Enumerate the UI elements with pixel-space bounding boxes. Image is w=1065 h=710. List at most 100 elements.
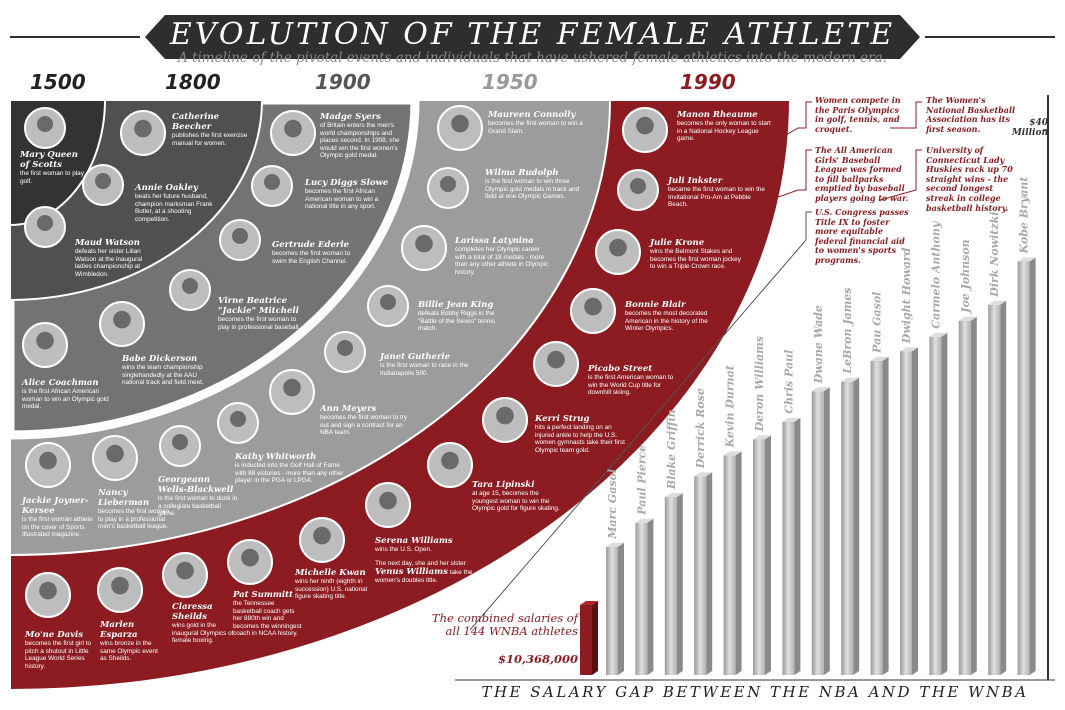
bar-side (706, 472, 713, 675)
athlete-description: becomes the first woman to play in profe… (218, 316, 301, 331)
athlete-description: completes her Olympic career with a tota… (455, 246, 549, 276)
photo-figure (134, 119, 152, 138)
entry: Janet Gutherie is the first woman to race… (380, 352, 470, 377)
entry: Picabo Street is the first American woman… (588, 364, 678, 397)
athlete-name: Billie Jean King (418, 300, 494, 310)
bar-label: Deron Williams (753, 336, 766, 432)
bar-top (958, 316, 977, 321)
bar (580, 604, 592, 675)
bar-side (794, 417, 801, 675)
bar-side (1000, 300, 1007, 675)
athlete-name: Kerri Strug (535, 414, 590, 424)
photo-figure (37, 215, 53, 231)
athlete-name: Pat Summitt (233, 590, 293, 600)
entry: Larissa Latynina completes her Olympic ca… (455, 236, 550, 276)
photo-figure (176, 561, 194, 580)
bar-top (1017, 257, 1036, 262)
title-banner (145, 15, 920, 59)
athlete-description: wins bronze in the same Olympic event as… (100, 640, 158, 663)
athlete-description: publishes the first exercise manual for … (172, 132, 248, 147)
era-label: 1950 (482, 70, 538, 94)
athlete-name: Georgeann Wells-Blackwell (158, 475, 234, 495)
bar (664, 497, 677, 675)
athlete-description: becomes the only woman to start in a Nat… (677, 120, 771, 143)
athlete-name: Marlen Esparza (100, 620, 138, 640)
athlete-description: wins the team championship singlehandedl… (122, 364, 204, 387)
bar-label: Joe Johnson (959, 239, 972, 314)
photo-figure (380, 294, 396, 310)
athlete-name: Lucy Diggs Slowe (305, 178, 389, 188)
bar-side (912, 347, 918, 675)
entry: Kathy Whitworth is inducted into the Golf… (235, 452, 345, 485)
photo-figure (172, 434, 188, 450)
athlete-name: Maureen Connolly (488, 110, 576, 120)
bar-top (988, 300, 1007, 305)
entry: Julie Krone wins the Belmont Stakes and b… (650, 238, 745, 271)
athlete-name: Madge Syers (320, 112, 381, 122)
wnba-label: The combined salaries of all 144 WNBA at… (431, 611, 578, 638)
photo-figure (415, 234, 433, 253)
bar-top (723, 451, 742, 456)
entry: Virne Beatrice "Jackie" Mitchell becomes … (218, 296, 308, 331)
athlete-name: Mary Queen of Scotts (20, 150, 78, 170)
athlete-description: becomes the first woman to try out and s… (320, 414, 408, 437)
entry: Alice Coachman is the first African Ameri… (22, 378, 112, 411)
athlete-name: Bonnie Blair (625, 300, 686, 310)
photo-figure (547, 350, 565, 369)
bar-top (635, 518, 654, 523)
entry: Manon Rheaume becomes the only woman to s… (677, 110, 772, 143)
entry: Catherine Beecher publishes the first exe… (172, 112, 252, 147)
photo-figure (440, 176, 456, 192)
bar-top (929, 332, 948, 337)
bar-side (882, 356, 889, 675)
athlete-name: Gertrude Ederle (272, 240, 349, 250)
photo-figure (95, 173, 111, 189)
athlete-name: Julie Krone (650, 238, 705, 248)
bar (870, 360, 883, 675)
bar-label: Pau Gasol (871, 292, 884, 354)
photo-figure (313, 526, 331, 545)
photo-figure (284, 119, 302, 138)
entry: Jackie Joyner-Kersee is the first woman a… (22, 496, 97, 539)
entry: Ann Meyers becomes the first woman to try… (320, 404, 410, 437)
entry: Wilma Rudolph is the first woman to win t… (485, 168, 580, 201)
bar (841, 381, 854, 675)
athlete-name: Tara Lipinski (472, 480, 535, 490)
note-bracket (759, 101, 812, 151)
athlete-description: beats her future husband, champion marks… (135, 193, 213, 223)
athlete-name: Michelle Kwan (295, 568, 366, 578)
athlete-description: The next day, she and her sister (375, 559, 466, 567)
bar-label: Kobe Bryant (1018, 177, 1031, 255)
athlete-name: Jackie Joyner-Kersee (22, 496, 89, 516)
entry: Maureen Connolly becomes the first woman … (488, 110, 583, 135)
photo-figure (609, 238, 627, 257)
photo-figure (337, 340, 353, 356)
athlete-description: is the first woman to dunk in a collegia… (158, 495, 238, 518)
bar-side (941, 332, 948, 675)
bar-top (580, 600, 598, 605)
athlete-description: is the first woman athlete on the cover … (22, 516, 93, 539)
entry: Nancy Lieberman becomes the first woman t… (98, 488, 173, 531)
entry: Babe Dickerson wins the team championship… (122, 354, 217, 387)
athlete-description: defeats Bobby Riggs in the "Battle of th… (418, 310, 496, 333)
athlete-name: Maud Watson (75, 238, 140, 248)
entry: Serena Williams wins the U.S. Open. The ne… (375, 536, 475, 585)
athlete-name: Catherine Beecher (172, 112, 220, 132)
athlete-description: wins the U.S. Open. (375, 546, 432, 553)
timeline-note: Women compete in the Paris Olympics in g… (815, 95, 901, 134)
bar-top (664, 493, 683, 498)
bar-label: Dwane Wade (812, 305, 825, 384)
photo-figure (441, 451, 459, 470)
bar-label: Kevin Durnat (724, 365, 737, 448)
entry: Claressa Sheilds wins gold in the inaugur… (172, 602, 237, 645)
athlete-description: becomes the first woman to play in a pro… (98, 508, 170, 531)
timeline-note: University of Connecticut Lady Huskies r… (926, 145, 1013, 213)
bar-top (694, 472, 713, 477)
entry: Annie Oakley beats her future husband, ch… (135, 183, 220, 223)
athlete-extra: The next day, she and her sister Venus W… (375, 560, 475, 585)
athlete-description: is the first American woman to win the W… (588, 374, 674, 397)
entry: Gertrude Ederle becomes the first woman t… (272, 240, 357, 265)
athlete-name: Nancy Lieberman (98, 488, 150, 508)
athlete-description: wins her ninth (eighth in succession) U.… (295, 578, 368, 601)
